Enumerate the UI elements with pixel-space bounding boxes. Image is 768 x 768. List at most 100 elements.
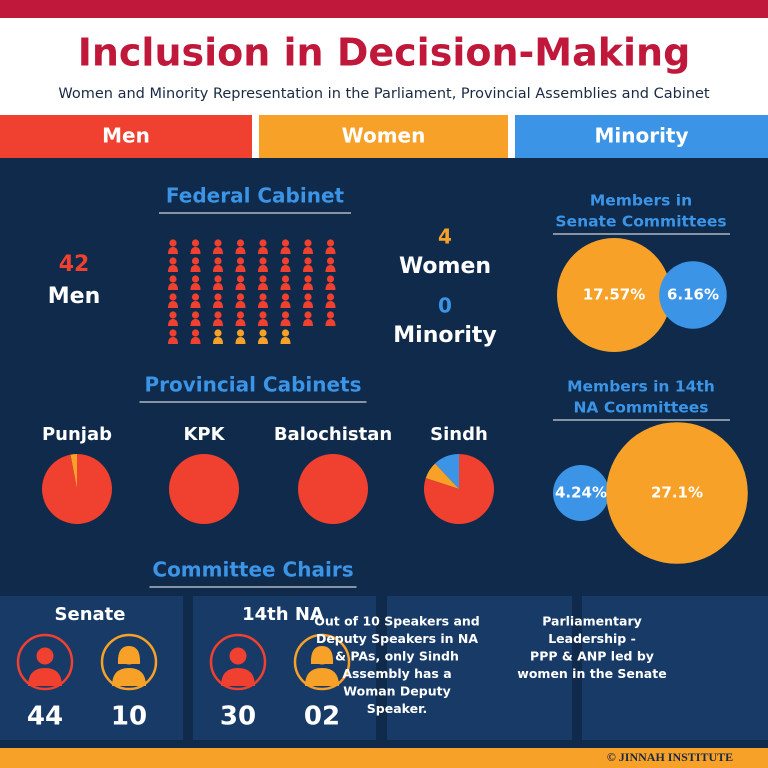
icon-body (168, 265, 178, 272)
icon-body (303, 319, 313, 326)
panel-title: 14th NA (242, 604, 324, 625)
person-icon (213, 257, 223, 272)
icon-body (235, 283, 246, 290)
person-icon (280, 329, 291, 344)
pie-slice (70, 454, 77, 489)
note-line: Deputy Speakers in NA (316, 631, 478, 646)
bubble-label: 17.57% (583, 286, 645, 304)
person-icon (280, 275, 291, 290)
person-icon (168, 293, 178, 308)
person-icon (235, 275, 246, 290)
icon-body (28, 668, 62, 686)
info-panel (193, 596, 376, 740)
note-line: PPP & ANP led by (530, 649, 654, 664)
icon-head (120, 647, 138, 665)
count-label: Women (399, 254, 491, 279)
chair-icon (16, 633, 74, 691)
icon-head (191, 239, 200, 247)
legend-label: Minority (594, 124, 688, 148)
person-icon (168, 257, 178, 272)
icon-head (326, 293, 335, 301)
icon-head (281, 275, 290, 283)
icon-body (325, 247, 336, 254)
icon-body (303, 283, 313, 290)
icon-head (191, 275, 200, 283)
count-label: Minority (393, 323, 496, 348)
icon-body (168, 247, 178, 254)
person-icon (190, 275, 201, 290)
person-icon (303, 293, 313, 308)
icon-body (190, 265, 201, 272)
icon-head (169, 239, 177, 247)
icon-body (235, 247, 246, 254)
icon-head (229, 647, 247, 665)
icon-body (213, 319, 223, 326)
footer: © JINNAH INSTITUTE (607, 750, 733, 764)
person-icon (325, 275, 336, 290)
person-icon (190, 329, 201, 344)
pie-slice (424, 454, 495, 524)
icon-ring (16, 633, 74, 691)
icon-head (326, 311, 335, 319)
icon-head (169, 257, 177, 265)
province-name: Balochistan (274, 424, 392, 445)
person-icon (213, 293, 223, 308)
icon-body (213, 337, 223, 344)
bubble-label: 6.16% (667, 286, 719, 304)
icon-head (236, 257, 245, 265)
icon-head (214, 329, 222, 337)
section-title: Members in (590, 192, 692, 210)
icon-head (191, 329, 200, 337)
icon-body (280, 247, 291, 254)
icon-body (303, 301, 313, 308)
icon-body (190, 283, 201, 290)
person-icon (325, 257, 336, 272)
person-icon (190, 257, 201, 272)
icon-body (280, 319, 291, 326)
icon-body (258, 301, 268, 308)
bubble-label: 4.24% (555, 484, 607, 502)
footer-bar (0, 748, 768, 768)
person-icon (303, 257, 313, 272)
icon-head (304, 293, 312, 301)
icon-body (280, 283, 291, 290)
icon-body (190, 247, 201, 254)
icon-head (191, 311, 200, 319)
icon-head (326, 239, 335, 247)
icon-body (235, 337, 246, 344)
icon-body (168, 283, 178, 290)
icon-body (325, 301, 336, 308)
icon-body (303, 265, 313, 272)
pie-slice (425, 463, 459, 489)
icon-head (191, 257, 200, 265)
icon-head (281, 293, 290, 301)
icon-body (258, 319, 268, 326)
person-icon (258, 329, 268, 344)
icon-body (213, 247, 223, 254)
legend-tab (0, 115, 252, 158)
legend-label: Women (342, 124, 426, 148)
info-panel (582, 596, 768, 740)
icon-head (304, 311, 312, 319)
count-label: Men (48, 284, 100, 309)
person-icon (303, 239, 313, 254)
icon-body (190, 301, 201, 308)
info-panel (387, 596, 572, 740)
icon-head (169, 311, 177, 319)
count-value: 42 (59, 252, 90, 277)
icon-body (213, 283, 223, 290)
chair-icon (100, 633, 158, 691)
section-title: Provincial Cabinets (144, 373, 361, 397)
icon-body (258, 337, 268, 344)
icon-body (325, 319, 336, 326)
icon-head (191, 293, 200, 301)
icon-head (236, 329, 245, 337)
top-bar (0, 0, 768, 18)
icon-head (236, 239, 245, 247)
bubble (606, 422, 748, 564)
icon-head (313, 647, 331, 665)
icon-body (190, 337, 201, 344)
title: Inclusion in Decision-Making (78, 31, 691, 75)
icon-head (169, 329, 177, 337)
person-icon (213, 329, 223, 344)
